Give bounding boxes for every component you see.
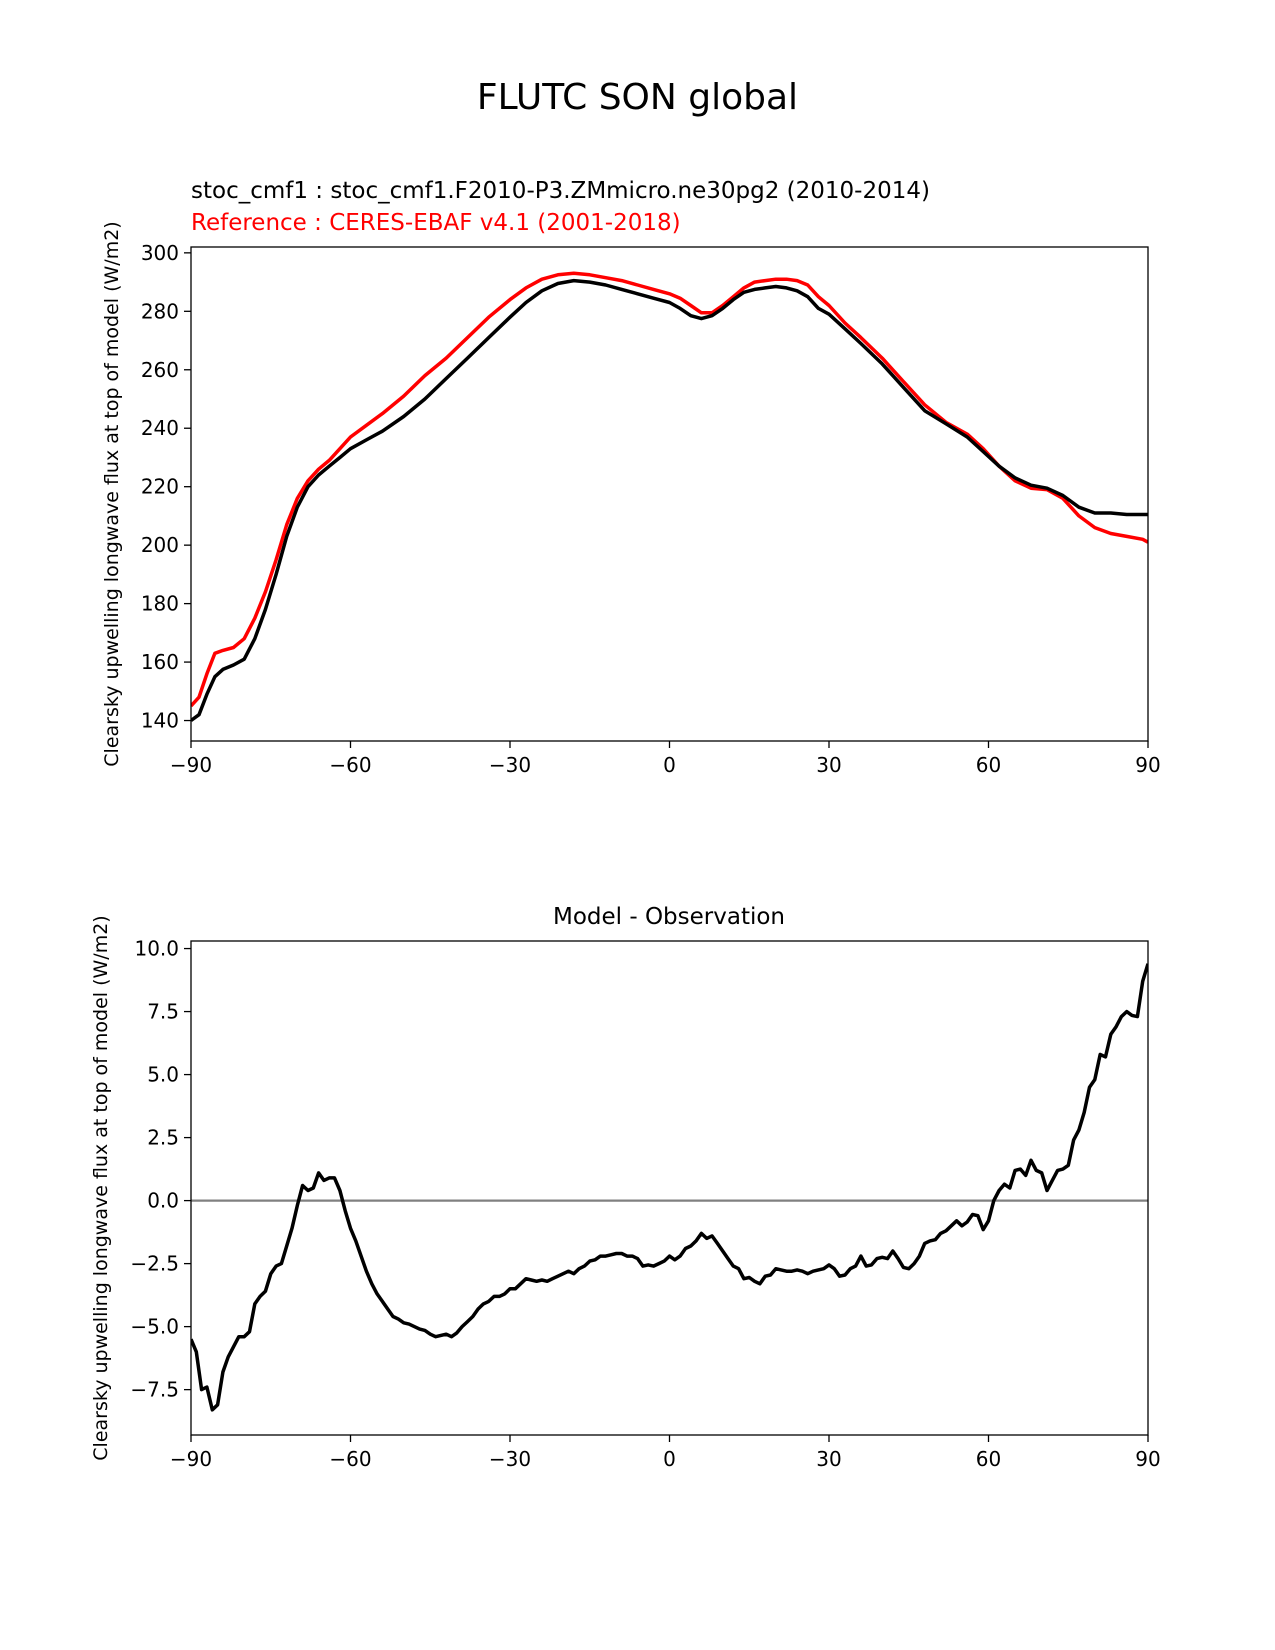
x-tick-label: 30 [816, 1447, 841, 1471]
x-tick-label: 30 [816, 753, 841, 777]
x-tick-label: −60 [329, 753, 371, 777]
reference-label: Reference : CERES-EBAF v4.1 (2001-2018) [191, 210, 681, 236]
y-tick-label: 240 [141, 416, 179, 440]
y-tick-label: 7.5 [147, 1000, 179, 1024]
x-tick-label: 90 [1135, 1447, 1160, 1471]
y-tick-label: 2.5 [147, 1126, 179, 1150]
bottom-chart: Model - Observation −90 −60 −30 0 30 60 90 −7.5… [90, 904, 1161, 1471]
y-tick-label: 180 [141, 592, 179, 616]
x-tick-label: −90 [170, 1447, 212, 1471]
x-tick-label: 60 [976, 753, 1001, 777]
series-line-1 [191, 963, 1148, 1412]
y-tick-label: 0.0 [147, 1189, 179, 1213]
y-tick-label: −2.5 [130, 1252, 179, 1276]
series-line-1 [191, 271, 1148, 708]
difference-title: Model - Observation [553, 904, 785, 930]
y-tick-label: 5.0 [147, 1063, 179, 1087]
y-tick-label: −5.0 [130, 1315, 179, 1339]
y-tick-label: 260 [141, 358, 179, 382]
series-line-2 [191, 278, 1148, 722]
x-tick-label: 0 [663, 1447, 676, 1471]
x-tick-label: 60 [976, 1447, 1001, 1471]
figure-title: FLUTC SON global [477, 77, 798, 118]
x-tick-label: −60 [329, 1447, 371, 1471]
y-tick-label: −7.5 [130, 1378, 179, 1402]
x-tick-label: −90 [170, 753, 212, 777]
test-label: stoc_cmf1 : stoc_cmf1.F2010-P3.ZMmicro.n… [191, 178, 930, 204]
y-tick-label: 200 [141, 533, 179, 557]
top-chart: stoc_cmf1 : stoc_cmf1.F2010-P3.ZMmicro.n… [101, 178, 1161, 777]
y-tick-label: 220 [141, 475, 179, 499]
x-tick-label: 90 [1135, 753, 1160, 777]
x-tick-label: −30 [489, 1447, 531, 1471]
y-axis-label: Clearsky upwelling longwave flux at top … [101, 221, 123, 766]
plot-frame [190, 246, 1149, 742]
plot-frame [190, 940, 1149, 1436]
y-tick-label: 160 [141, 650, 179, 674]
x-tick-label: −30 [489, 753, 531, 777]
y-tick-label: 280 [141, 299, 179, 323]
y-tick-label: 10.0 [134, 937, 179, 961]
x-tick-label: 0 [663, 753, 676, 777]
y-tick-label: 300 [141, 241, 179, 265]
y-axis-label: Clearsky upwelling longwave flux at top … [90, 915, 112, 1460]
y-tick-label: 140 [141, 709, 179, 733]
